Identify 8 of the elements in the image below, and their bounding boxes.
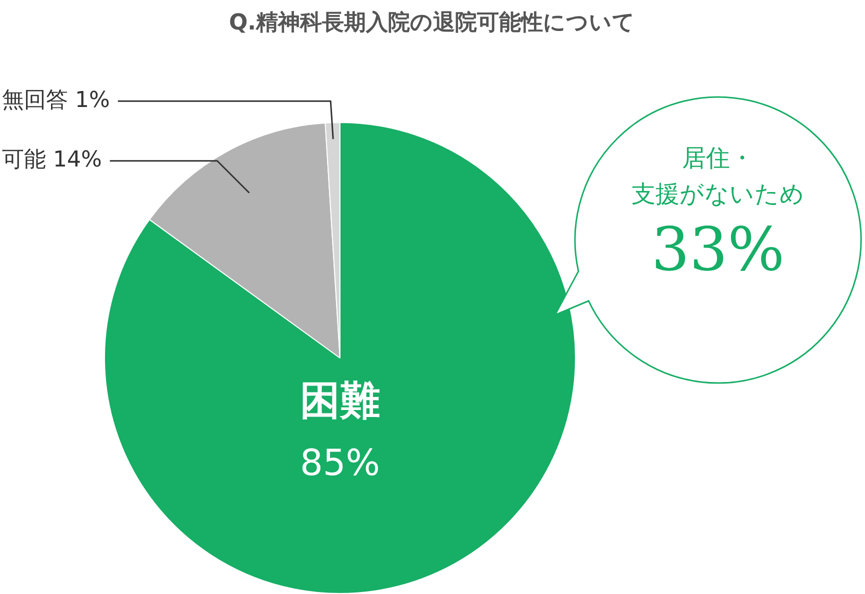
slice-label: 無回答 1% xyxy=(2,88,110,113)
text: 支援がないため xyxy=(630,179,806,210)
data-label: 85% xyxy=(300,443,380,484)
slice-label: 困難 xyxy=(300,378,380,424)
chart-title: Q.精神科長期入院の退院可能性について xyxy=(228,10,636,36)
slice-label: 可能 14% xyxy=(2,148,102,173)
text: 33% xyxy=(650,214,786,287)
text: 居住・ xyxy=(681,143,755,174)
